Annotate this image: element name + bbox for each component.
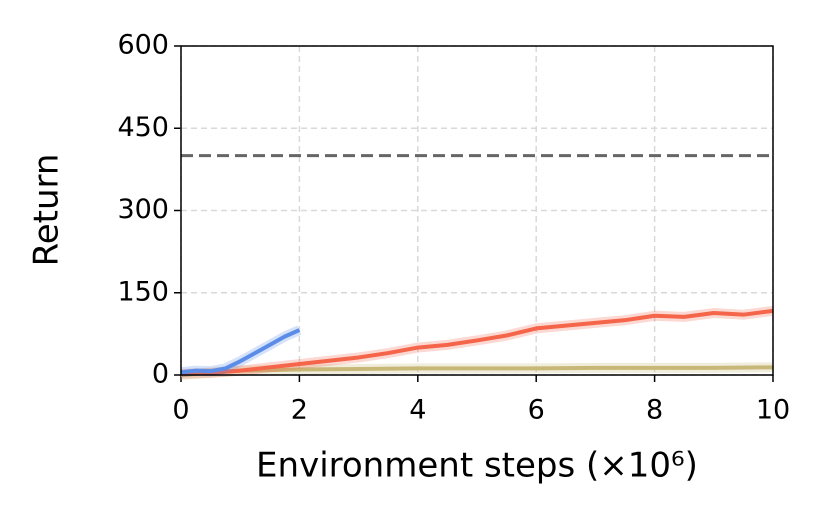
y-tick-label: 450 [117, 112, 169, 143]
y-tick-label: 150 [117, 276, 169, 307]
y-axis-label: Return [27, 154, 67, 267]
x-tick-label: 2 [291, 395, 308, 426]
x-tick-label: 10 [756, 395, 790, 426]
plot-frame [180, 45, 774, 376]
x-tick-label: 6 [528, 395, 545, 426]
x-tick-label: 8 [646, 395, 663, 426]
series-line [180, 308, 774, 376]
x-axis-label: Environment steps (×10⁶) [256, 446, 698, 486]
x-tick-label: 0 [172, 395, 189, 426]
y-tick-label: 300 [117, 194, 169, 225]
y-tick-label: 0 [152, 359, 169, 390]
series-line [180, 328, 301, 375]
y-tick-label: 600 [117, 30, 169, 61]
x-tick-label: 4 [409, 395, 426, 426]
